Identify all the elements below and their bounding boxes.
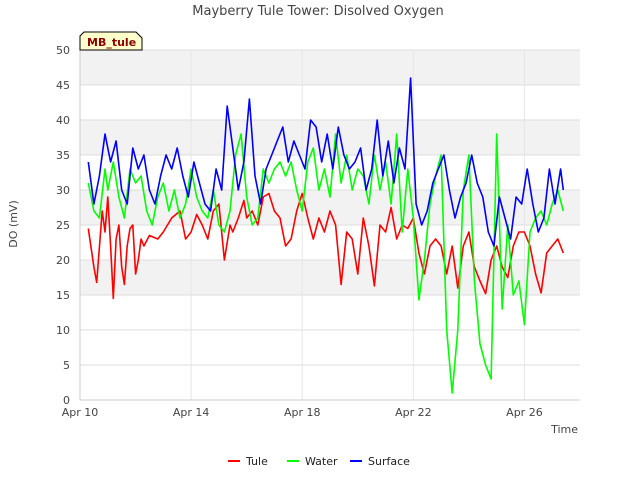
legend-label-tule: Tule: [245, 455, 268, 468]
legend-label-water: Water: [305, 455, 338, 468]
x-tick-label: Apr 14: [173, 406, 210, 419]
y-tick-label: 35: [56, 149, 70, 162]
plot-band-0: [80, 260, 580, 295]
series-line-tule: [87, 192, 565, 300]
station-tag: MB_tule: [79, 31, 143, 51]
legend-label-surface: Surface: [368, 455, 410, 468]
plot-band-3: [80, 50, 580, 85]
legend: Tule Water Surface: [228, 455, 410, 468]
x-tick-label: Apr 18: [284, 406, 321, 419]
y-tick-label: 10: [56, 324, 70, 337]
x-tick-label: Apr 10: [62, 406, 99, 419]
x-tick-label: Apr 22: [395, 406, 432, 419]
series-line-surface: [87, 77, 565, 247]
x-tick-label: Apr 26: [506, 406, 543, 419]
y-tick-label: 50: [56, 44, 70, 57]
y-tick-label: 15: [56, 289, 70, 302]
y-tick-label: 5: [63, 359, 70, 372]
station-tag-box: [79, 31, 143, 51]
y-axis-label: DO (mV): [7, 200, 20, 247]
series-lines: [87, 77, 565, 394]
x-axis-label: Time: [550, 423, 578, 436]
x-axis-ticks: Apr 10 Apr 14 Apr 18 Apr 22 Apr 26: [62, 406, 543, 419]
y-tick-label: 20: [56, 254, 70, 267]
series-line-water: [87, 133, 565, 394]
chart-title: Mayberry Tule Tower: Disolved Oxygen: [192, 4, 443, 19]
y-tick-label: 30: [56, 184, 70, 197]
station-tag-text: MB_tule: [87, 36, 136, 49]
y-tick-label: 0: [63, 394, 70, 407]
y-tick-label: 40: [56, 114, 70, 127]
y-axis-ticks: 0 5 10 15 20 25 30 35 40 45 50: [56, 44, 70, 407]
y-tick-label: 25: [56, 219, 70, 232]
y-tick-label: 45: [56, 79, 70, 92]
